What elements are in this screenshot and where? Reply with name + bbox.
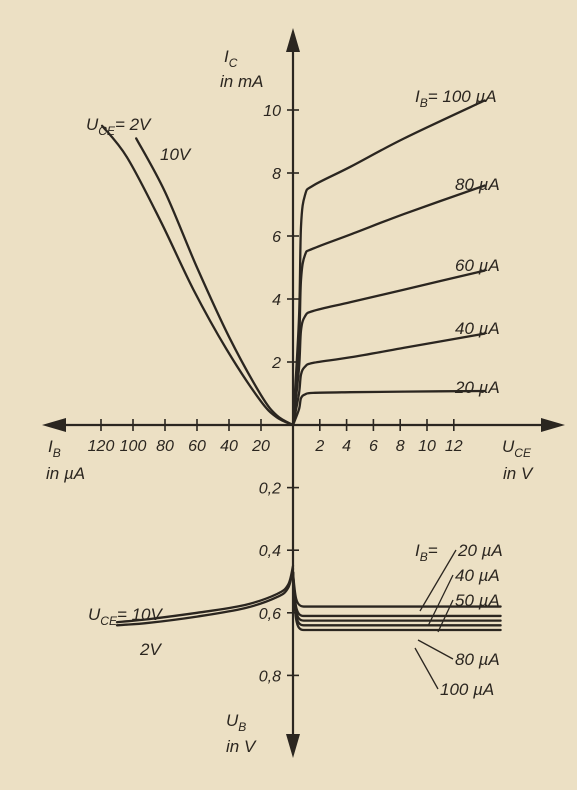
transfer-curve-1 xyxy=(100,124,295,427)
transfer-curve-label: 10V xyxy=(160,145,192,164)
uce-axis-symbol: UCE xyxy=(502,437,532,460)
ib-tick-label: 120 xyxy=(88,438,115,455)
feedback-leader-line xyxy=(414,647,439,690)
feedback-curve-label: 50 µA xyxy=(455,591,500,610)
ic-tick-label: 6 xyxy=(272,229,281,246)
ib-tick-label: 100 xyxy=(120,438,147,455)
ub-tick-label: 0,6 xyxy=(259,606,281,623)
feedback-leader-line xyxy=(427,574,454,627)
ib-tick-label: 20 xyxy=(251,438,270,455)
uce-axis-unit: in V xyxy=(503,464,534,483)
transfer-curve-label: UCE= 2V xyxy=(86,115,152,138)
uce-tick-label: 2 xyxy=(314,438,324,455)
axes xyxy=(42,28,565,758)
ib-tick-label: 40 xyxy=(220,438,238,455)
output-curve-label: 80 µA xyxy=(455,175,500,194)
arrow-left-icon xyxy=(42,418,66,432)
input-curve-2 xyxy=(115,567,295,627)
ic-tick-label: 10 xyxy=(263,103,281,120)
feedback-leader-line xyxy=(437,599,454,633)
ic-axis-symbol: IC xyxy=(224,47,238,70)
ic-tick-label: 4 xyxy=(272,292,281,309)
uce-tick-label: 10 xyxy=(418,438,436,455)
ub-tick-label: 0,2 xyxy=(259,481,281,498)
output-curve-label: 20 µA xyxy=(454,378,500,397)
input-curve-label: UCE= 10V xyxy=(88,605,164,628)
output-curve-4 xyxy=(291,184,486,427)
curves xyxy=(100,99,502,632)
output-curve-label: IB= 100 µA xyxy=(415,87,497,110)
feedback-curve-label: 40 µA xyxy=(455,566,500,585)
feedback-curve-5 xyxy=(291,570,502,632)
ic-tick-label: 8 xyxy=(272,166,281,183)
feedback-curve-label: 80 µA xyxy=(455,650,500,669)
arrow-down-icon xyxy=(286,734,300,758)
output-curve-3 xyxy=(291,269,486,427)
ub-tick-label: 0,4 xyxy=(259,543,281,560)
ub-tick-label: 0,8 xyxy=(259,668,281,685)
ib-tick-label: 60 xyxy=(188,438,206,455)
arrow-up-icon xyxy=(286,28,300,52)
output-curve-label: 40 µA xyxy=(455,319,500,338)
feedback-curve-label: 100 µA xyxy=(440,680,494,699)
output-curve-5 xyxy=(291,99,486,427)
transfer-curve-2 xyxy=(135,137,295,427)
uce-tick-label: 6 xyxy=(369,438,378,455)
output-curve-label: 60 µA xyxy=(455,256,500,275)
uce-tick-label: 8 xyxy=(396,438,405,455)
input-curve-label: 2V xyxy=(139,640,162,659)
feedback-leader-line xyxy=(417,639,454,660)
labels: IC in mA UCE in V IB in µA UB in V 20 µA 40 µA 60 … xyxy=(46,47,534,756)
ib-axis-symbol: IB xyxy=(48,437,61,460)
output-curve-2 xyxy=(291,332,486,427)
ic-tick-label: 2 xyxy=(271,355,281,372)
ic-axis-unit: in mA xyxy=(220,72,263,91)
input-curve-1 xyxy=(115,564,295,624)
ticks: 2 4 6 8 10 2 4 6 8 10 12 20 40 60 80 100 120 0,2 0,4 0,6 0,8 xyxy=(88,103,463,685)
feedback-legend-heading: IB= xyxy=(415,541,438,564)
ib-tick-label: 80 xyxy=(156,438,174,455)
feedback-curve-label: 20 µA xyxy=(457,541,503,560)
uce-tick-label: 12 xyxy=(445,438,463,455)
uce-tick-label: 4 xyxy=(342,438,351,455)
arrow-right-icon xyxy=(541,418,565,432)
ub-axis-unit: in V xyxy=(226,737,257,756)
feedback-leader-line xyxy=(419,549,457,612)
ub-axis-symbol: UB xyxy=(226,711,246,734)
output-curve-1 xyxy=(291,389,486,427)
ib-axis-unit: in µA xyxy=(46,464,85,483)
